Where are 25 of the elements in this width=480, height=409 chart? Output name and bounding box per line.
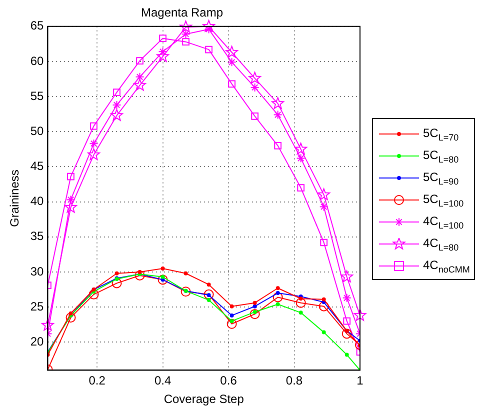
y-tick-label: 50 (30, 124, 44, 138)
legend-label: 5C$_{L=70}$ (423, 126, 459, 142)
y-tick-label: 60 (30, 54, 44, 68)
legend-label: 5C$_{L=100}$ (423, 192, 464, 208)
y-tick-label: 55 (30, 88, 44, 103)
chart-title: Magenta Ramp (140, 6, 224, 20)
y-tick-label: 65 (30, 18, 44, 33)
y-tick-label: 25 (30, 299, 44, 314)
legend-label: 4C$_{L=100}$ (423, 214, 464, 230)
x-axis-title: Coverage Step (164, 392, 244, 406)
x-tick-label: 1 (356, 374, 364, 388)
y-tick-label: 20 (30, 334, 44, 348)
y-tick-label: 30 (30, 264, 44, 278)
x-tick-label: 0.6 (220, 374, 238, 388)
y-tick-label: 45 (30, 159, 44, 174)
x-tick-label: 0.2 (88, 374, 106, 388)
y-axis-title: Graininess (8, 170, 22, 227)
legend-label: 5C$_{L=80}$ (423, 148, 459, 164)
x-tick-label: 0.4 (154, 374, 172, 388)
y-tick-label: 40 (30, 194, 44, 208)
x-tick-label: 0.8 (286, 374, 303, 388)
y-tick-label: 35 (30, 229, 44, 244)
legend-label: 4C$_{L=80}$ (423, 236, 459, 252)
legend-label: 5C$_{L=90}$ (423, 170, 459, 186)
legend-label: 4C$_{noCMM}$ (423, 258, 470, 274)
